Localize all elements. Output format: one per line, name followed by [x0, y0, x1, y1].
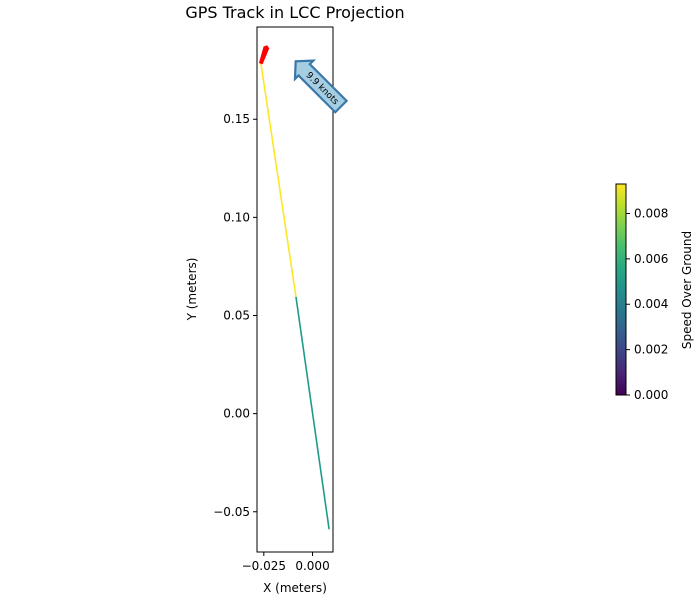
x-tick-label: −0.025	[242, 559, 286, 573]
track-segment-0	[295, 296, 330, 530]
chart-title: GPS Track in LCC Projection	[185, 3, 404, 22]
plot-area: 9.9 knots	[256, 26, 349, 553]
colorbar-tick-label: 0.008	[634, 206, 668, 220]
colorbar-label: Speed Over Ground	[680, 231, 694, 349]
y-tick-label: −0.05	[213, 505, 250, 519]
colorbar-tick-label: 0.004	[634, 297, 668, 311]
colorbar: 0.000 0.002 0.004 0.006 0.008	[615, 183, 668, 402]
x-axis-label: X (meters)	[263, 581, 327, 595]
colorbar-gradient	[615, 183, 627, 396]
y-tick-label: 0.00	[223, 407, 250, 421]
y-axis-label: Y (meters)	[185, 258, 199, 322]
heading-arrow	[258, 45, 270, 65]
colorbar-tick-label: 0.000	[634, 388, 668, 402]
track-segment-1	[260, 63, 297, 297]
colorbar-tick-label: 0.006	[634, 252, 668, 266]
x-tick-label: 0.000	[295, 559, 329, 573]
y-tick-label: 0.10	[223, 210, 250, 224]
y-tick-label: 0.05	[223, 309, 250, 323]
colorbar-tick-label: 0.002	[634, 343, 668, 357]
axis-ticks: −0.025 0.000 −0.05 0.00 0.05 0.10 0.15	[213, 112, 329, 573]
speed-annotation-arrow	[293, 59, 349, 114]
y-tick-label: 0.15	[223, 112, 250, 126]
